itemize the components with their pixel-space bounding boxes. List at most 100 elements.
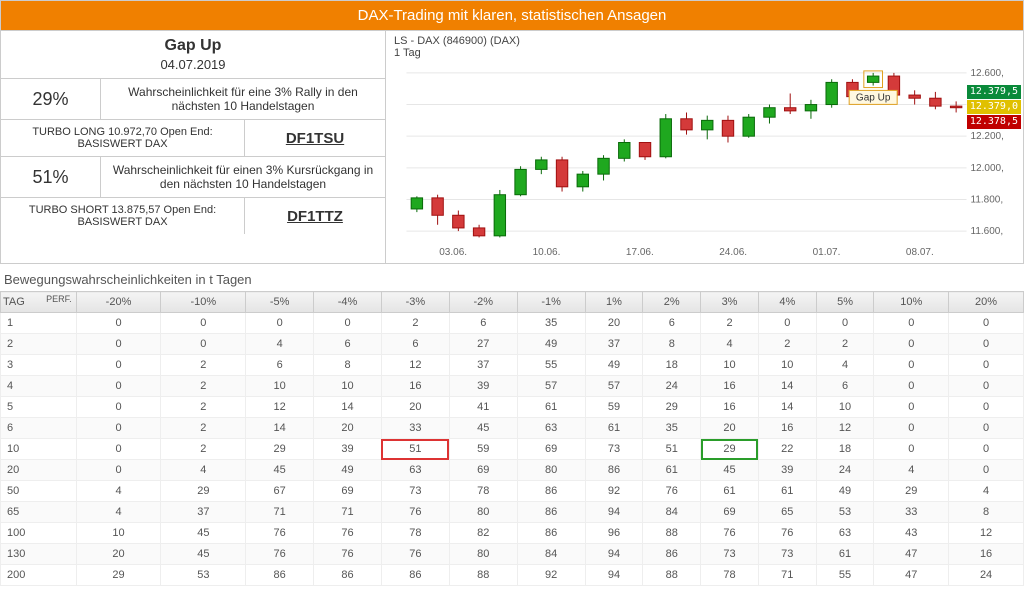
tag-cell: 5 [1,397,77,418]
chart-panel: LS - DAX (846900) (DAX) 1 Tag 12.600,12.… [385,31,1023,263]
prob-cell: 6 [643,313,701,334]
col-header: -20% [76,292,161,313]
col-header: -3% [381,292,449,313]
prob-cell: 20 [701,418,759,439]
prob-cell: 2 [381,313,449,334]
prob-cell: 82 [449,523,517,544]
prob-cell: 57 [585,376,643,397]
prob-cell: 69 [449,460,517,481]
tag-cell: 10 [1,439,77,460]
prob-cell: 33 [381,418,449,439]
prob-cell: 80 [449,544,517,565]
prob-cell: 69 [314,481,382,502]
prob-cell: 4 [816,355,874,376]
prob-cell: 37 [449,355,517,376]
col-header: 3% [701,292,759,313]
prob-cell: 29 [76,565,161,586]
col-header: -5% [246,292,314,313]
prob-cell: 61 [643,460,701,481]
drop-desc: Wahrscheinlichkeit für einen 3% Kursrück… [101,157,385,197]
long-product-line1: TURBO LONG 10.972,70 Open End: [32,126,212,138]
prob-cell: 76 [381,502,449,523]
prob-cell: 37 [161,502,246,523]
svg-text:01.07.: 01.07. [813,247,841,258]
prob-cell: 8 [314,355,382,376]
prob-cell: 10 [246,376,314,397]
prob-cell: 65 [758,502,816,523]
prob-cell: 24 [643,376,701,397]
prob-cell: 61 [517,397,585,418]
prob-cell: 10 [76,523,161,544]
short-product: TURBO SHORT 13.875,57 Open End: BASISWER… [1,198,245,234]
table-row: 1302045767676808494867373614716 [1,544,1024,565]
prob-cell: 88 [643,523,701,544]
svg-text:12.200,: 12.200, [971,131,1004,142]
prob-cell: 4 [161,460,246,481]
prob-cell: 14 [758,397,816,418]
prob-cell: 24 [949,565,1024,586]
prob-cell: 6 [449,313,517,334]
prob-cell: 0 [161,334,246,355]
prob-cell: 33 [874,502,949,523]
prob-cell: 86 [246,565,314,586]
prob-cell: 16 [701,376,759,397]
prob-cell: 94 [585,565,643,586]
prob-cell: 4 [701,334,759,355]
tag-cell: 6 [1,418,77,439]
prob-cell: 43 [874,523,949,544]
svg-text:08.07.: 08.07. [906,247,934,258]
prob-cell: 0 [874,376,949,397]
prob-cell: 69 [701,502,759,523]
short-product-line2: BASISWERT DAX [77,216,167,228]
prob-cell: 2 [816,334,874,355]
prob-cell: 39 [449,376,517,397]
tag-cell: 200 [1,565,77,586]
prob-cell: 12 [381,355,449,376]
prob-cell: 2 [161,418,246,439]
signal-name: Gap Up [165,37,222,55]
prob-cell: 0 [76,313,161,334]
prob-cell: 10 [314,376,382,397]
prob-cell: 78 [449,481,517,502]
short-ticker-link[interactable]: DF1TTZ [245,198,385,234]
prob-cell: 29 [161,481,246,502]
long-ticker-link[interactable]: DF1TSU [245,120,385,156]
prob-cell: 45 [161,523,246,544]
prob-cell: 24 [816,460,874,481]
prob-cell: 49 [816,481,874,502]
prob-cell: 20 [585,313,643,334]
prob-cell: 0 [76,397,161,418]
rally-pct: 29% [1,79,101,119]
drop-row: 51% Wahrscheinlichkeit für einen 3% Kurs… [1,157,385,198]
prob-cell: 35 [643,418,701,439]
prob-cell: 0 [874,397,949,418]
signal-title-box: Gap Up 04.07.2019 [1,31,385,79]
prob-cell: 12 [246,397,314,418]
prob-cell: 8 [643,334,701,355]
signal-date: 04.07.2019 [160,57,225,72]
col-header: 4% [758,292,816,313]
prob-cell: 51 [643,439,701,460]
prob-cell: 61 [758,481,816,502]
prob-cell: 80 [449,502,517,523]
svg-text:24.06.: 24.06. [719,247,747,258]
table-row: 3026812375549181010400 [1,355,1024,376]
prob-cell: 86 [643,544,701,565]
prob-cell: 0 [874,355,949,376]
prob-cell: 4 [76,502,161,523]
prob-cell: 78 [381,523,449,544]
prob-cell: 0 [949,313,1024,334]
prob-cell: 0 [76,355,161,376]
prob-cell: 29 [246,439,314,460]
candlestick-chart[interactable]: 12.600,12.400,12.200,12.000,11.800,11.60… [394,59,1019,259]
prob-cell: 4 [949,481,1024,502]
drop-pct: 51% [1,157,101,197]
prob-cell: 53 [161,565,246,586]
prob-cell: 0 [949,439,1024,460]
prob-cell: 4 [874,460,949,481]
table-row: 20044549636980866145392440 [1,460,1024,481]
prob-cell: 0 [246,313,314,334]
price-tag: 12.379,5 [967,85,1021,99]
prob-cell: 76 [643,481,701,502]
prob-cell: 39 [758,460,816,481]
